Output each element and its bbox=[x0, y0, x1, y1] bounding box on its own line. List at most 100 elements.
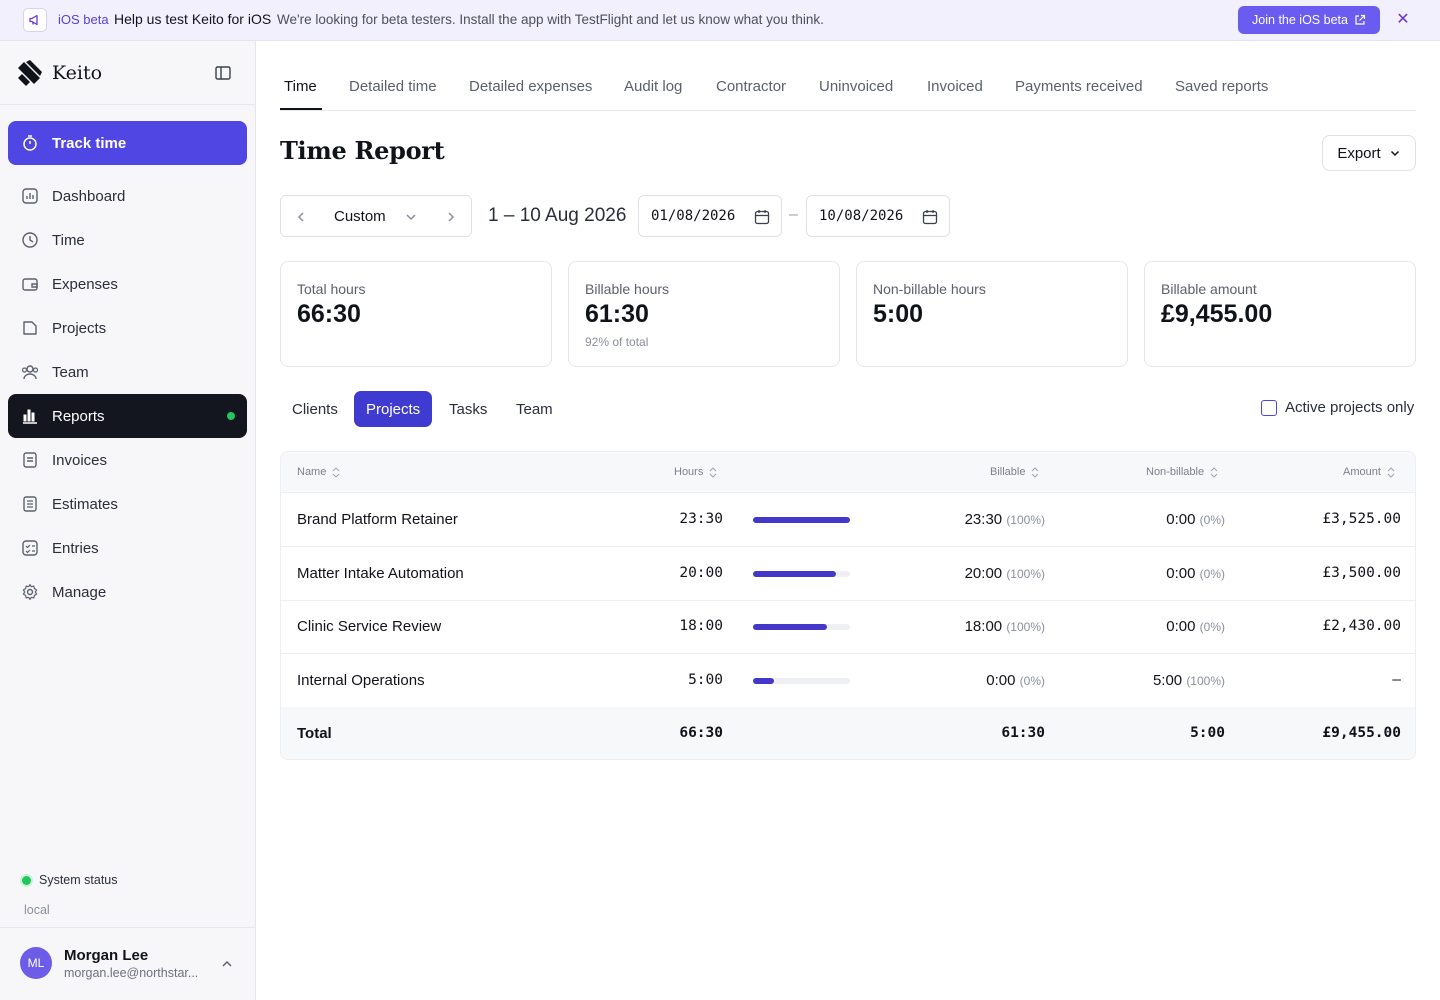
sidebar-item-manage[interactable]: Manage bbox=[8, 570, 247, 614]
chevron-up-icon[interactable] bbox=[220, 957, 234, 971]
sidebar-toggle-icon[interactable] bbox=[213, 63, 233, 83]
external-link-icon bbox=[1355, 14, 1366, 25]
stat-label: Total hours bbox=[297, 281, 366, 297]
table-row[interactable]: Internal Operations 5:00 0:00 (0%) 5:00 … bbox=[281, 654, 1415, 708]
track-time-label: Track time bbox=[52, 134, 127, 152]
subtab-projects[interactable]: Projects bbox=[354, 391, 433, 427]
sort-icon bbox=[1032, 466, 1039, 478]
sidebar-item-reports[interactable]: Reports bbox=[8, 394, 247, 438]
date-to-field[interactable]: 10/08/2026 bbox=[806, 195, 950, 237]
billable-percent: (100%) bbox=[1006, 567, 1045, 581]
chevron-left-icon[interactable] bbox=[293, 209, 309, 225]
sidebar-item-label: Manage bbox=[52, 583, 107, 601]
dashboard-icon bbox=[20, 186, 40, 206]
sort-icon bbox=[332, 466, 340, 478]
hours-value: 18:00 bbox=[679, 618, 723, 634]
tab-detailed-time[interactable]: Detailed time bbox=[349, 78, 437, 95]
active-projects-label: Active projects only bbox=[1285, 399, 1415, 416]
subtab-clients[interactable]: Clients bbox=[292, 400, 338, 418]
total-amount: £9,455.00 bbox=[1322, 725, 1401, 741]
tab-contractor[interactable]: Contractor bbox=[716, 78, 787, 95]
join-beta-button[interactable]: Join the iOS beta bbox=[1238, 6, 1380, 34]
avatar[interactable]: ML bbox=[20, 947, 52, 979]
active-projects-checkbox[interactable] bbox=[1261, 399, 1277, 416]
column-header-non-billable[interactable]: Non-billable bbox=[1146, 466, 1218, 478]
sidebar-item-projects[interactable]: Projects bbox=[8, 306, 247, 350]
project-name: Matter Intake Automation bbox=[297, 565, 464, 582]
users-icon bbox=[20, 362, 40, 382]
close-icon[interactable]: ✕ bbox=[1396, 11, 1410, 28]
sidebar-item-time[interactable]: Time bbox=[8, 218, 247, 262]
table-header: Name Hours Billable Non-billable Amount bbox=[281, 452, 1415, 493]
stat-label: Non-billable hours bbox=[873, 281, 986, 297]
status-dot bbox=[227, 412, 235, 420]
total-non-billable: 5:00 bbox=[1190, 725, 1225, 741]
column-header-amount[interactable]: Amount bbox=[1343, 466, 1395, 478]
date-range-text: 1 – 10 Aug 2026 bbox=[488, 205, 627, 226]
hours-bar bbox=[753, 624, 850, 630]
sidebar-item-expenses[interactable]: Expenses bbox=[8, 262, 247, 306]
chevron-down-icon[interactable] bbox=[403, 209, 419, 225]
megaphone-icon bbox=[23, 8, 47, 32]
brand-logo[interactable]: Keito bbox=[16, 59, 102, 87]
tab-invoiced[interactable]: Invoiced bbox=[927, 78, 983, 95]
hours-bar-fill bbox=[753, 517, 850, 523]
sidebar-item-invoices[interactable]: Invoices bbox=[8, 438, 247, 482]
total-billable: 61:30 bbox=[1001, 725, 1045, 741]
tab-saved-reports[interactable]: Saved reports bbox=[1175, 78, 1269, 95]
sidebar-item-estimates[interactable]: Estimates bbox=[8, 482, 247, 526]
banner-tag: iOS beta bbox=[58, 12, 109, 27]
table-total-row: Total 66:30 61:30 5:00 £9,455.00 bbox=[281, 707, 1415, 759]
range-mode-select[interactable]: Custom bbox=[334, 208, 386, 225]
folder-icon bbox=[20, 318, 40, 338]
column-header-hours[interactable]: Hours bbox=[674, 466, 717, 478]
wallet-icon bbox=[20, 274, 40, 294]
column-header-billable[interactable]: Billable bbox=[990, 466, 1039, 478]
sidebar-item-entries[interactable]: Entries bbox=[8, 526, 247, 570]
tab-time[interactable]: Time bbox=[284, 78, 317, 95]
total-hours: 66:30 bbox=[679, 725, 723, 741]
non-billable-percent: (0%) bbox=[1199, 567, 1225, 581]
track-time-button[interactable]: Track time bbox=[8, 121, 247, 165]
non-billable-value: 0:00 bbox=[1166, 511, 1196, 528]
subtab-tasks[interactable]: Tasks bbox=[449, 400, 488, 418]
environment-label: local bbox=[24, 903, 50, 917]
sidebar-item-team[interactable]: Team bbox=[8, 350, 247, 394]
active-projects-toggle[interactable]: Active projects only bbox=[1261, 399, 1414, 416]
billable-value: 23:30 bbox=[964, 511, 1003, 528]
banner-title: Help us test Keito for iOS bbox=[114, 11, 272, 27]
table-row[interactable]: Clinic Service Review 18:00 18:00 (100%)… bbox=[281, 600, 1415, 654]
user-name: Morgan Lee bbox=[64, 947, 149, 964]
stat-label: Billable hours bbox=[585, 281, 670, 297]
sidebar-item-label: Projects bbox=[52, 319, 107, 337]
sidebar-item-dashboard[interactable]: Dashboard bbox=[8, 174, 247, 218]
report-tabs: Time Detailed time Detailed expenses Aud… bbox=[280, 66, 1416, 111]
column-header-name[interactable]: Name bbox=[297, 466, 340, 478]
table-row[interactable]: Matter Intake Automation 20:00 20:00 (10… bbox=[281, 547, 1415, 601]
amount-value: £3,500.00 bbox=[1322, 565, 1401, 581]
hours-value: 5:00 bbox=[688, 672, 723, 688]
date-from-field[interactable]: 01/08/2026 bbox=[638, 195, 782, 237]
calendar-icon[interactable] bbox=[753, 208, 771, 226]
table-row[interactable]: Brand Platform Retainer 23:30 23:30 (100… bbox=[281, 493, 1415, 547]
tab-uninvoiced[interactable]: Uninvoiced bbox=[819, 78, 894, 95]
calendar-icon[interactable] bbox=[921, 208, 939, 226]
chevron-right-icon[interactable] bbox=[443, 209, 459, 225]
export-button[interactable]: Export bbox=[1322, 135, 1416, 171]
stat-billable-amount: Billable amount £9,455.00 bbox=[1144, 261, 1416, 367]
tab-payments-received[interactable]: Payments received bbox=[1015, 78, 1143, 95]
subtab-team[interactable]: Team bbox=[516, 400, 553, 418]
hours-value: 23:30 bbox=[679, 511, 723, 527]
non-billable-value: 5:00 bbox=[1152, 672, 1183, 689]
invoice-icon bbox=[20, 450, 40, 470]
amount-value: £2,430.00 bbox=[1322, 618, 1401, 634]
tab-audit-log[interactable]: Audit log bbox=[624, 78, 683, 95]
sidebar-item-label: Invoices bbox=[52, 451, 108, 469]
system-status-link[interactable]: System status bbox=[22, 873, 118, 887]
hours-bar bbox=[753, 517, 850, 523]
non-billable-value: 0:00 bbox=[1166, 565, 1196, 582]
tab-detailed-expenses[interactable]: Detailed expenses bbox=[469, 78, 593, 95]
stat-value: 5:00 bbox=[873, 300, 924, 328]
billable-percent: (100%) bbox=[1006, 513, 1045, 527]
system-status-label: System status bbox=[39, 873, 118, 887]
